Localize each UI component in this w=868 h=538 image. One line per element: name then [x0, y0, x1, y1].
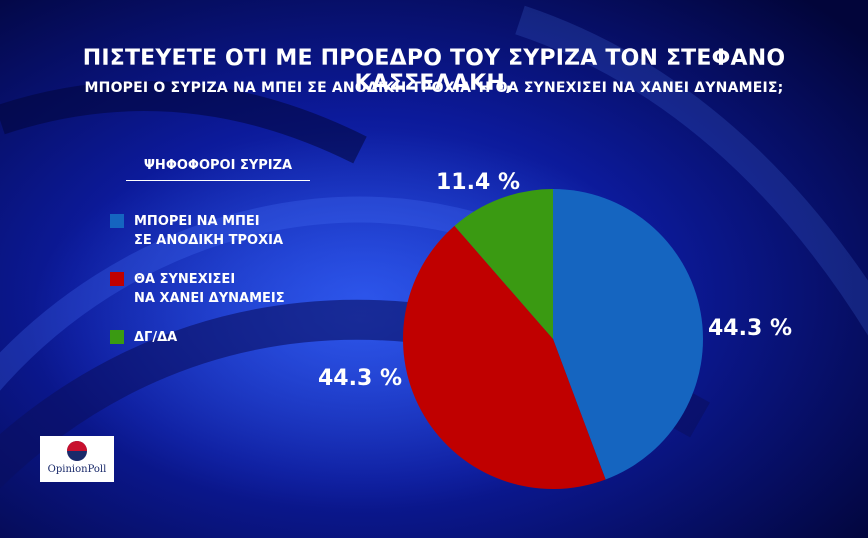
- legend-divider: [126, 180, 310, 181]
- opinionpoll-logo: OpinionPoll: [40, 436, 114, 482]
- legend-label: ΔΓ/ΔΑ: [134, 328, 354, 347]
- chart-title-line-2: ΜΠΟΡΕΙ Ο ΣΥΡΙΖΑ ΝΑ ΜΠΕΙ ΣΕ ΑΝΟΔΙΚΗ ΤΡΟΧΙ…: [84, 80, 784, 96]
- pie-slice-upward: [553, 189, 703, 480]
- legend-swatch-red: [110, 272, 124, 286]
- slice-label-upward: 44.3 %: [708, 316, 792, 341]
- legend-label: ΘΑ ΣΥΝΕΧΙΣΕΙ ΝΑ ΧΑΝΕΙ ΔΥΝΑΜΕΙΣ: [134, 270, 354, 308]
- legend-label-line-2: ΝΑ ΧΑΝΕΙ ΔΥΝΑΜΕΙΣ: [134, 291, 285, 306]
- legend-swatch-blue: [110, 214, 124, 228]
- legend-label-line-1: ΘΑ ΣΥΝΕΧΙΣΕΙ: [134, 272, 236, 287]
- legend-label: ΜΠΟΡΕΙ ΝΑ ΜΠΕΙ ΣΕ ΑΝΟΔΙΚΗ ΤΡΟΧΙΑ: [134, 212, 354, 250]
- slice-label-losing: 44.3 %: [318, 366, 402, 391]
- legend-label-line-1: ΔΓ/ΔΑ: [134, 330, 178, 345]
- logo-circle-icon: [67, 441, 87, 461]
- legend-heading: ΨΗΦΟΦΟΡΟΙ ΣΥΡΙΖΑ: [143, 158, 293, 173]
- slice-label-dk-na: 11.4 %: [436, 170, 520, 195]
- legend-swatch-green: [110, 330, 124, 344]
- chart-title-line-1: ΠΙΣΤΕΥΕΤΕ ΟΤΙ ΜΕ ΠΡΟΕΔΡΟ ΤΟΥ ΣΥΡΙΖΑ ΤΟΝ …: [82, 46, 786, 96]
- legend-label-line-1: ΜΠΟΡΕΙ ΝΑ ΜΠΕΙ: [134, 214, 260, 229]
- pie-slice-losing: [403, 225, 606, 489]
- logo-text: OpinionPoll: [47, 464, 107, 475]
- legend-label-line-2: ΣΕ ΑΝΟΔΙΚΗ ΤΡΟΧΙΑ: [134, 233, 284, 248]
- pie-slice-dk-na: [454, 189, 553, 339]
